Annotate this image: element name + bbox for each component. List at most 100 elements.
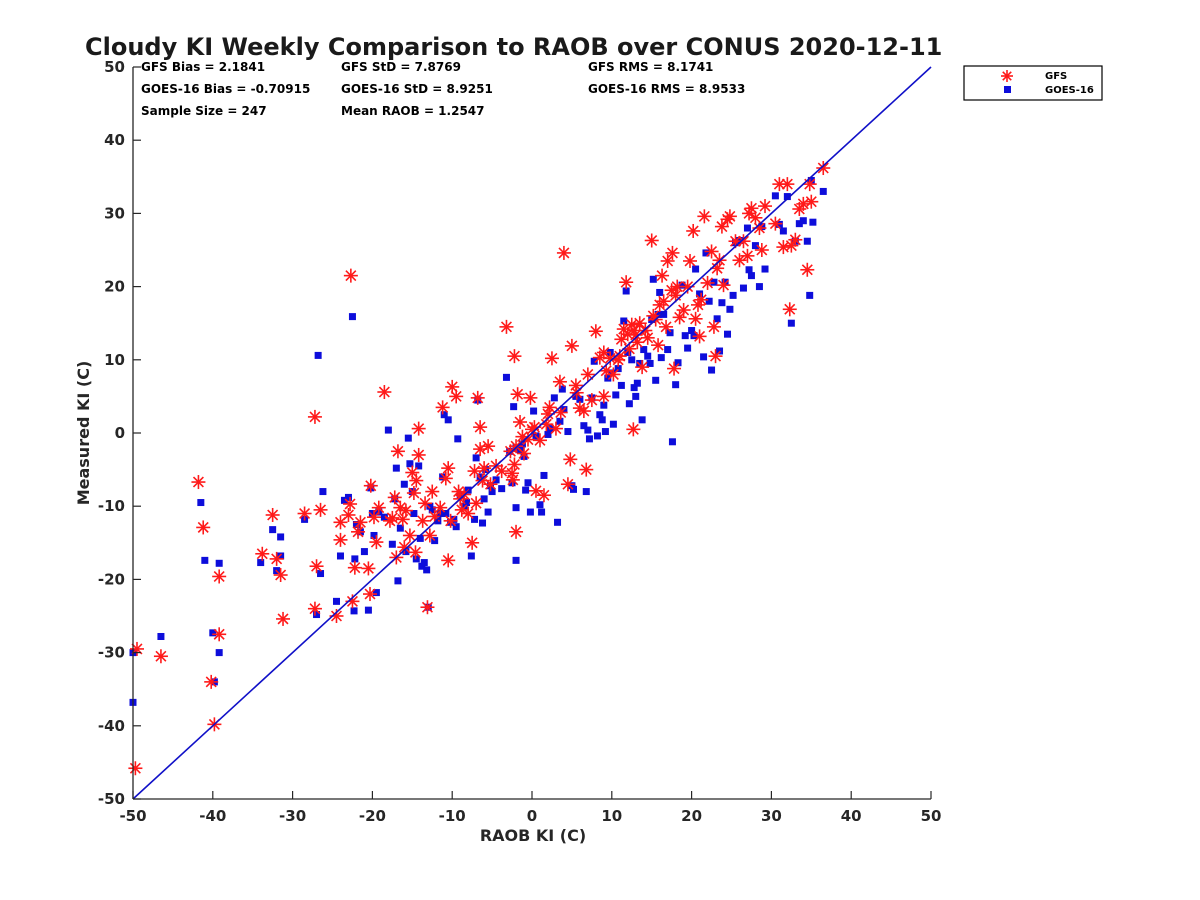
goes-point [460,502,468,510]
gfs-point [411,447,426,462]
gfs-point [614,332,629,347]
goes-point [431,537,439,545]
gfs-point [415,513,430,528]
gfs-point [619,275,634,290]
gfs-point [523,390,538,405]
gfs-point [640,330,655,345]
goes-point [428,506,436,514]
goes-point [480,495,488,503]
goes-point [590,357,598,365]
gfs-point [269,551,284,566]
goes-point [721,278,729,286]
y-tick-label: 50 [104,58,125,76]
goes-point [632,392,640,400]
goes-point [380,513,388,521]
goes-point [564,428,572,436]
goes-point [524,479,532,487]
chart-title: Cloudy KI Weekly Comparison to RAOB over… [85,33,942,61]
gfs-point [406,486,421,501]
gfs-point [307,601,322,616]
gfs-rms-stat: GFS RMS = 8.1741 [588,60,713,74]
goes-point [654,310,662,318]
goes-point [556,417,564,425]
goes-point [544,430,552,438]
goes-point [609,420,617,428]
goes-point [668,438,676,446]
goes-point [809,218,817,226]
gfs-point [343,268,358,283]
y-tick-label: 30 [104,204,125,222]
goes-point [416,534,424,542]
goes-point [666,329,674,337]
gfs-point [626,422,641,437]
gfs-point [387,490,402,505]
gfs-point [694,292,709,307]
legend-goes-label: GOES-16 [1045,85,1094,96]
gfs-point [129,641,144,656]
gfs-point [273,568,288,583]
goes-point [313,611,321,619]
goes-point [498,485,506,493]
gfs-point [483,477,498,492]
gfs-point [313,502,328,517]
goes-point [502,373,510,381]
gfs-point [255,546,270,561]
y-tick-label: -50 [98,790,125,808]
goes-point [576,395,584,403]
goes-point [476,473,484,481]
gfs-point [390,444,405,459]
gfs-point [576,404,591,419]
goes-point [554,518,562,526]
y-tick-label: 20 [104,278,125,296]
gfs-std-stat: GFS StD = 7.8769 [341,60,461,74]
goes-point [215,649,223,657]
goes-point [604,374,612,382]
gfs-point [754,243,769,257]
goes-point [450,515,458,523]
mean-raob-stat: Mean RAOB = 1.2547 [341,104,485,118]
goes-point [617,381,625,389]
goes-point [702,249,710,257]
goes-point [372,589,380,597]
goes-point [657,354,665,362]
goes-point [197,499,205,507]
goes-point [364,606,372,614]
goes-point [761,265,769,273]
goes-point [713,315,721,323]
gfs-point [800,262,815,277]
gfs-point [499,319,514,334]
goes-point [215,559,223,567]
goes-point [406,460,414,468]
y-tick-label: -10 [98,497,125,515]
goes-point [277,533,285,541]
goes-point [633,379,641,387]
gfs-point [343,497,358,512]
gfs-point [548,421,563,436]
gfs-point [655,268,670,283]
goes-rms-stat: GOES-16 RMS = 8.9533 [588,82,745,96]
gfs-point [353,515,368,530]
goes-point [806,291,814,299]
gfs-point [507,457,522,472]
gfs-point [513,415,528,430]
goes-point [558,385,566,393]
goes-point [649,275,657,283]
goes-point [440,411,448,419]
goes-point [404,434,412,442]
x-tick-label: -10 [439,807,466,825]
goes-point [799,217,807,225]
goes-point [319,488,327,496]
gfs-point [470,390,485,405]
goes-point [638,416,646,424]
gfs-point [204,674,219,689]
goes-point [640,346,648,354]
gfs-point [425,484,440,499]
goes-point [434,517,442,525]
x-tick-label: 10 [601,807,622,825]
goes-point [368,510,376,518]
gfs-point [716,278,731,293]
gfs-point [265,507,280,522]
goes-point [628,356,636,364]
gfs-point [449,389,464,404]
goes-point [672,381,680,389]
